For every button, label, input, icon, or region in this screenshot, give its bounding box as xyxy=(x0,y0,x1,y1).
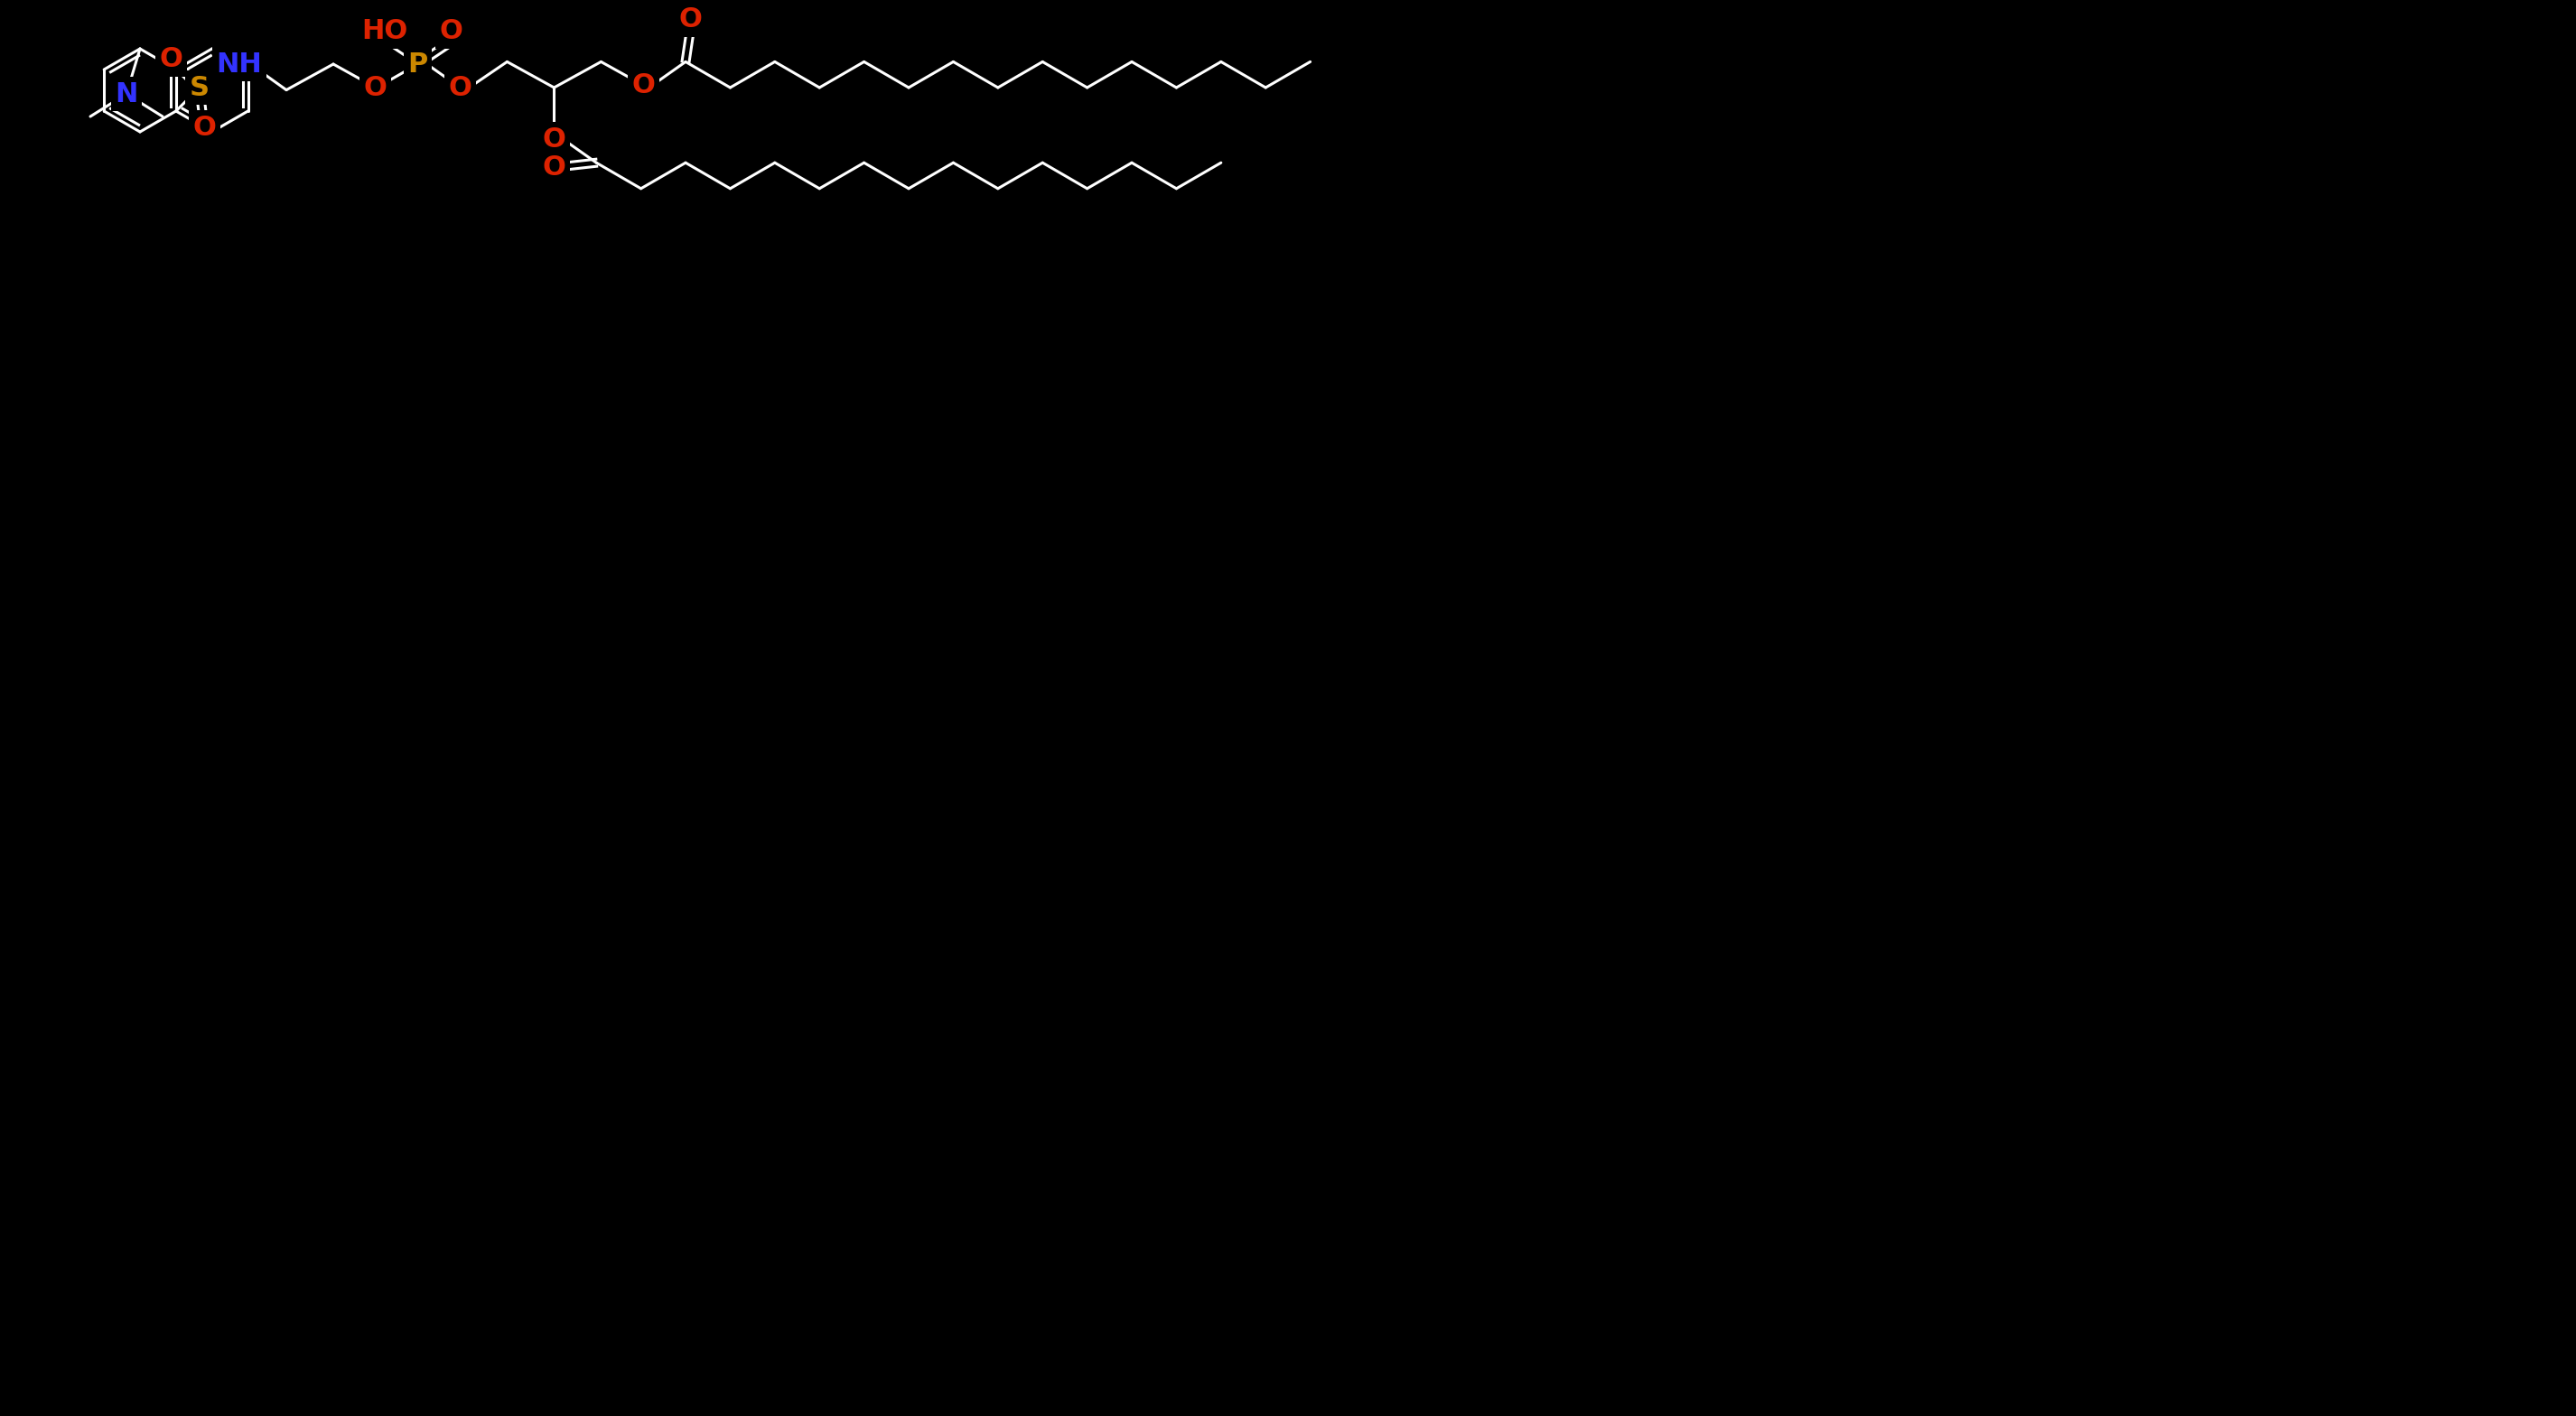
Text: O: O xyxy=(448,75,471,101)
Text: HO: HO xyxy=(361,18,407,44)
Text: O: O xyxy=(677,7,703,33)
Text: S: S xyxy=(191,75,209,101)
Text: O: O xyxy=(631,72,654,98)
Text: O: O xyxy=(160,47,183,72)
Text: N: N xyxy=(116,81,139,108)
Text: O: O xyxy=(544,126,567,153)
Text: H: H xyxy=(232,55,247,74)
Text: O: O xyxy=(544,154,567,180)
Text: O: O xyxy=(363,75,386,101)
Text: NH: NH xyxy=(216,51,263,78)
Text: O: O xyxy=(193,115,216,140)
Text: P: P xyxy=(407,51,428,78)
Text: O: O xyxy=(438,18,464,44)
